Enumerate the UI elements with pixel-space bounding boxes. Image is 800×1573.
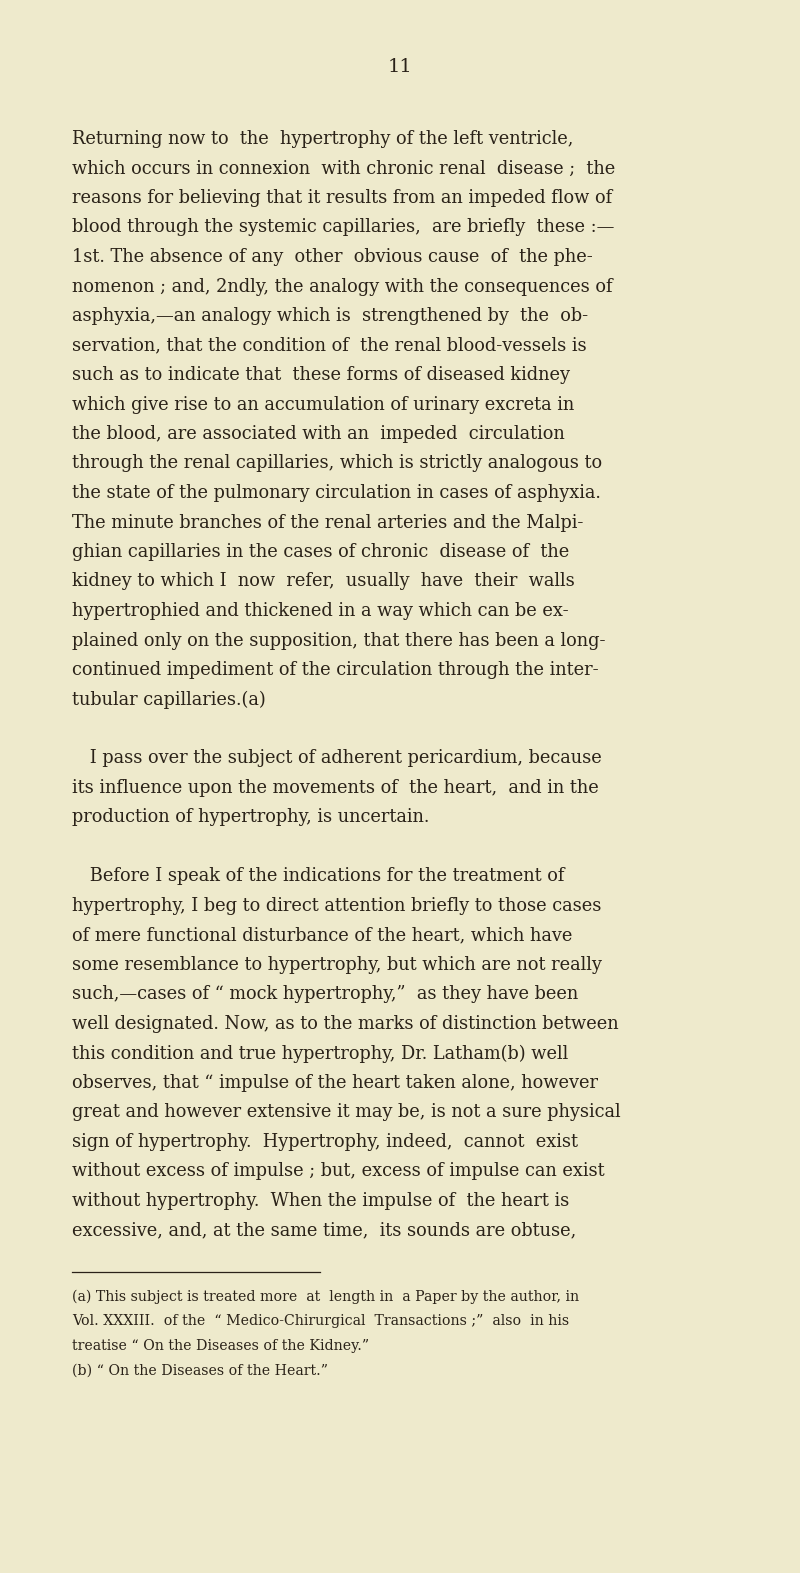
Text: reasons for believing that it results from an impeded flow of: reasons for believing that it results fr…	[72, 189, 612, 208]
Text: great and however extensive it may be, is not a sure physical: great and however extensive it may be, i…	[72, 1104, 621, 1122]
Text: servation, that the condition of  the renal blood-vessels is: servation, that the condition of the ren…	[72, 337, 586, 354]
Text: well designated. Now, as to the marks of distinction between: well designated. Now, as to the marks of…	[72, 1015, 618, 1033]
Text: production of hypertrophy, is uncertain.: production of hypertrophy, is uncertain.	[72, 809, 430, 826]
Text: of mere functional disturbance of the heart, which have: of mere functional disturbance of the he…	[72, 926, 572, 944]
Text: blood through the systemic capillaries,  are briefly  these :—: blood through the systemic capillaries, …	[72, 219, 614, 236]
Text: (b) “ On the Diseases of the Heart.”: (b) “ On the Diseases of the Heart.”	[72, 1364, 328, 1378]
Text: sign of hypertrophy.  Hypertrophy, indeed,  cannot  exist: sign of hypertrophy. Hypertrophy, indeed…	[72, 1133, 578, 1151]
Text: which occurs in connexion  with chronic renal  disease ;  the: which occurs in connexion with chronic r…	[72, 159, 615, 178]
Text: treatise “ On the Diseases of the Kidney.”: treatise “ On the Diseases of the Kidney…	[72, 1339, 369, 1353]
Text: such as to indicate that  these forms of diseased kidney: such as to indicate that these forms of …	[72, 367, 570, 384]
Text: this condition and true hypertrophy, Dr. Latham(b) well: this condition and true hypertrophy, Dr.…	[72, 1044, 568, 1063]
Text: 11: 11	[388, 58, 412, 76]
Text: some resemblance to hypertrophy, but which are not really: some resemblance to hypertrophy, but whi…	[72, 956, 602, 974]
Text: the blood, are associated with an  impeded  circulation: the blood, are associated with an impede…	[72, 425, 565, 444]
Text: Vol. XXXIII.  of the  “ Medico-Chirurgical  Transactions ;”  also  in his: Vol. XXXIII. of the “ Medico-Chirurgical…	[72, 1315, 569, 1329]
Text: asphyxia,—an analogy which is  strengthened by  the  ob-: asphyxia,—an analogy which is strengthen…	[72, 307, 588, 326]
Text: hypertrophied and thickened in a way which can be ex-: hypertrophied and thickened in a way whi…	[72, 602, 569, 620]
Text: (a) This subject is treated more  at  length in  a Paper by the author, in: (a) This subject is treated more at leng…	[72, 1290, 579, 1304]
Text: 1st. The absence of any  other  obvious cause  of  the phe-: 1st. The absence of any other obvious ca…	[72, 249, 593, 266]
Text: I pass over the subject of adherent pericardium, because: I pass over the subject of adherent peri…	[72, 749, 602, 768]
Text: excessive, and, at the same time,  its sounds are obtuse,: excessive, and, at the same time, its so…	[72, 1222, 576, 1240]
Text: the state of the pulmonary circulation in cases of asphyxia.: the state of the pulmonary circulation i…	[72, 484, 601, 502]
Text: continued impediment of the circulation through the inter-: continued impediment of the circulation …	[72, 661, 598, 680]
Text: kidney to which I  now  refer,  usually  have  their  walls: kidney to which I now refer, usually hav…	[72, 573, 574, 590]
Text: hypertrophy, I beg to direct attention briefly to those cases: hypertrophy, I beg to direct attention b…	[72, 897, 602, 915]
Text: which give rise to an accumulation of urinary excreta in: which give rise to an accumulation of ur…	[72, 395, 574, 414]
Text: Before I speak of the indications for the treatment of: Before I speak of the indications for th…	[72, 867, 565, 886]
Text: without hypertrophy.  When the impulse of  the heart is: without hypertrophy. When the impulse of…	[72, 1192, 570, 1210]
Text: such,—cases of “ mock hypertrophy,”  as they have been: such,—cases of “ mock hypertrophy,” as t…	[72, 986, 578, 1004]
Text: its influence upon the movements of  the heart,  and in the: its influence upon the movements of the …	[72, 779, 598, 798]
Text: plained only on the supposition, that there has been a long-: plained only on the supposition, that th…	[72, 631, 606, 650]
Text: tubular capillaries.(a): tubular capillaries.(a)	[72, 691, 266, 709]
Text: Returning now to  the  hypertrophy of the left ventricle,: Returning now to the hypertrophy of the …	[72, 131, 574, 148]
Text: without excess of impulse ; but, excess of impulse can exist: without excess of impulse ; but, excess …	[72, 1162, 605, 1180]
Text: observes, that “ impulse of the heart taken alone, however: observes, that “ impulse of the heart ta…	[72, 1074, 598, 1092]
Text: nomenon ; and, 2ndly, the analogy with the consequences of: nomenon ; and, 2ndly, the analogy with t…	[72, 277, 613, 296]
Text: The minute branches of the renal arteries and the Malpi-: The minute branches of the renal arterie…	[72, 513, 583, 532]
Text: through the renal capillaries, which is strictly analogous to: through the renal capillaries, which is …	[72, 455, 602, 472]
Text: ghian capillaries in the cases of chronic  disease of  the: ghian capillaries in the cases of chroni…	[72, 543, 570, 562]
